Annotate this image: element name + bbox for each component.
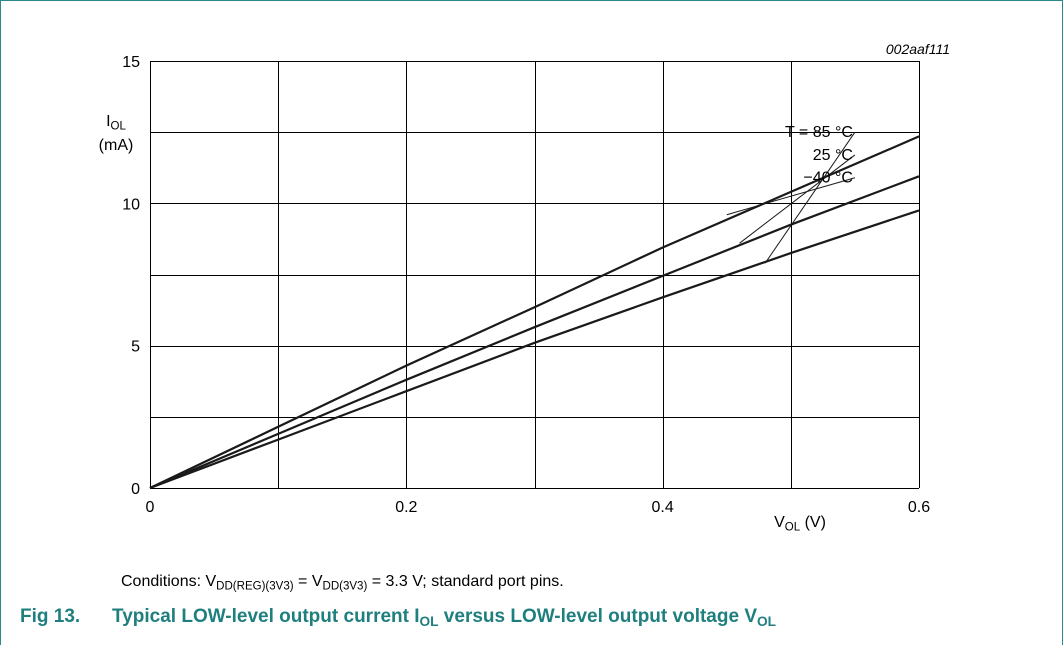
y-tick-label: 5 — [131, 339, 140, 356]
figure-number: Fig 13. — [20, 606, 81, 627]
annotation-label-2: −40 °C — [803, 170, 853, 187]
x-axis-label-main: V — [774, 514, 785, 531]
annotation-leader-0 — [764, 131, 856, 264]
conditions-note: Conditions: VDD(REG)(3V3) = VDD(3V3) = 3… — [121, 573, 564, 592]
y-axis-unit: (mA) — [98, 137, 134, 155]
annotation-leader-2 — [726, 177, 856, 216]
conditions-suffix: = 3.3 V; standard port pins. — [367, 573, 564, 590]
figure-title-part1: Typical LOW-level output current I — [112, 606, 420, 627]
conditions-sub2: DD(3V3) — [322, 580, 368, 593]
annotation-label-1: 25 °C — [813, 147, 853, 164]
x-tick-label: 0 — [146, 499, 155, 516]
x-axis-label: VOL (V) — [740, 514, 860, 533]
figure-caption: Fig 13. Typical LOW-level output current … — [20, 606, 776, 629]
figure-title-sub1: OL — [419, 614, 439, 630]
annotation-leader-1 — [739, 154, 856, 244]
figure-title-sub2: OL — [757, 614, 776, 630]
conditions-prefix: Conditions: V — [121, 573, 217, 590]
y-tick-label: 10 — [122, 196, 140, 213]
figure-title-part2: versus LOW-level output voltage V — [438, 606, 757, 627]
x-axis-unit: (V) — [800, 514, 826, 531]
y-tick-label: 15 — [122, 54, 140, 71]
y-axis-label-sub: OL — [110, 120, 126, 133]
frame-left-border — [0, 0, 1, 645]
annotation-label-0: T = 85 °C — [785, 124, 853, 141]
series-line-1 — [149, 175, 920, 490]
y-tick-label: 0 — [131, 481, 140, 498]
y-axis-label: IOL (mA) — [86, 112, 146, 156]
conditions-sub1: DD(REG)(3V3) — [216, 580, 294, 593]
series-line-2 — [149, 135, 920, 489]
y-axis-label-main: I — [106, 113, 111, 130]
frame-top-border — [0, 0, 1063, 1]
x-tick-label: 0.6 — [908, 499, 930, 516]
series-line-0 — [149, 209, 920, 490]
figure-reference-id: 002aaf111 — [885, 41, 950, 57]
conditions-mid: = V — [293, 573, 323, 590]
x-tick-label: 0.4 — [652, 499, 674, 516]
x-axis-label-sub: OL — [784, 521, 801, 534]
x-tick-label: 0.2 — [395, 499, 417, 516]
